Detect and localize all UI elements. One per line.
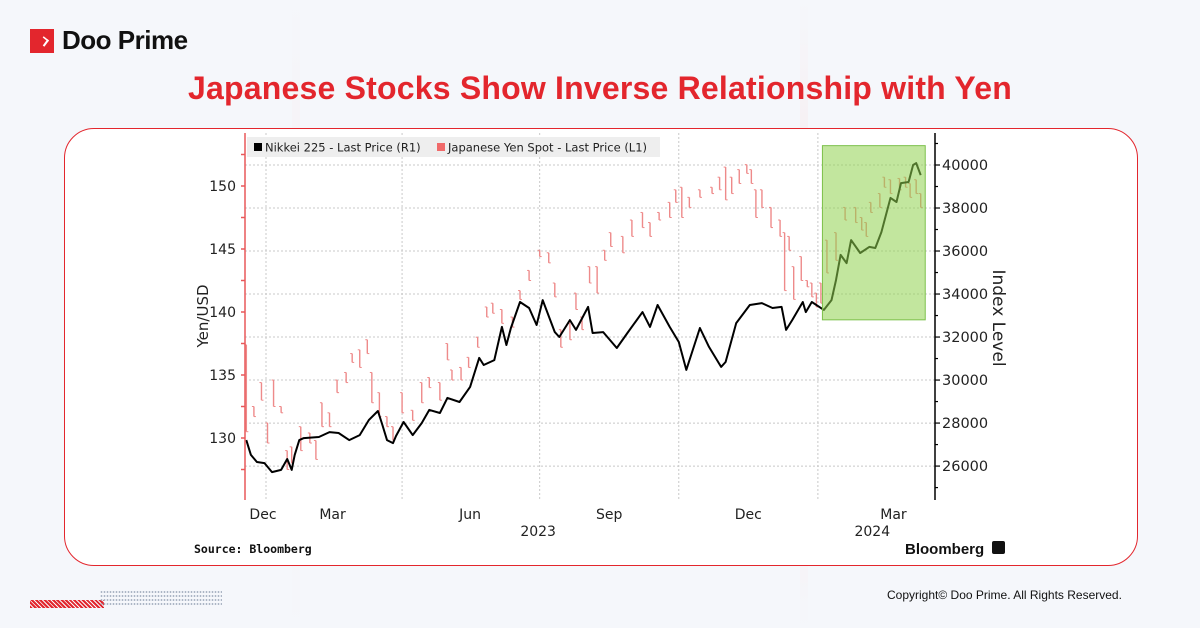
x-tick-label: Mar bbox=[880, 507, 907, 523]
x-tick-label: Mar bbox=[319, 507, 346, 523]
axes: 130 135 140 145 150 26000 28000 30000 32000 34000… bbox=[209, 133, 988, 540]
decorative-dots bbox=[100, 590, 222, 606]
y-left-tick-label: 135 bbox=[209, 368, 236, 384]
brand-logo: Doo Prime bbox=[30, 25, 188, 56]
legend-label-yen: Japanese Yen Spot - Last Price (L1) bbox=[447, 141, 647, 155]
bloomberg-watermark: Bloomberg bbox=[905, 541, 1005, 558]
legend-background bbox=[247, 137, 660, 157]
y-left-tick-label: 150 bbox=[209, 179, 236, 195]
x-tick-label: Sep bbox=[596, 507, 623, 523]
x-tick-label: Jun bbox=[458, 507, 481, 523]
y-right-tick-label: 26000 bbox=[942, 459, 988, 475]
legend-swatch-yen bbox=[437, 143, 445, 151]
y-left-tick-label: 145 bbox=[209, 242, 236, 258]
y-left-tick-label: 140 bbox=[209, 305, 236, 321]
y-right-tick-label: 38000 bbox=[942, 201, 988, 217]
y-right-tick-label: 36000 bbox=[942, 244, 988, 260]
y-right-tick-label: 32000 bbox=[942, 330, 988, 346]
legend-swatch-nikkei bbox=[254, 143, 262, 151]
x-tick-label: Dec bbox=[735, 507, 762, 523]
highlight-box bbox=[821, 145, 926, 321]
copyright-notice: Copyright© Doo Prime. All Rights Reserve… bbox=[887, 588, 1122, 602]
highlight-region bbox=[821, 145, 926, 321]
legend-label-nikkei: Nikkei 225 - Last Price (R1) bbox=[265, 141, 421, 155]
chart-card bbox=[64, 128, 1138, 566]
y-right-axis-label: Index Level bbox=[988, 269, 1008, 366]
nikkei-line bbox=[245, 162, 922, 474]
x-year-label: 2023 bbox=[520, 524, 556, 540]
nikkei-series bbox=[245, 162, 922, 474]
source-note: Source: Bloomberg bbox=[194, 542, 312, 556]
bloomberg-wordmark: Bloomberg bbox=[905, 541, 984, 558]
brand-name: Doo Prime bbox=[62, 25, 188, 55]
decorative-stripe bbox=[30, 600, 104, 608]
y-right-tick-label: 40000 bbox=[942, 158, 988, 174]
y-left-tick-label: 130 bbox=[209, 431, 236, 447]
y-right-tick-label: 28000 bbox=[942, 416, 988, 432]
legend: Nikkei 225 - Last Price (R1) Japanese Ye… bbox=[247, 137, 660, 157]
bloomberg-terminal-icon bbox=[992, 541, 1005, 554]
x-tick-label: Dec bbox=[249, 507, 276, 523]
x-year-label: 2024 bbox=[854, 524, 890, 540]
y-right-tick-label: 34000 bbox=[942, 287, 988, 303]
page-title: Japanese Stocks Show Inverse Relationshi… bbox=[188, 70, 1012, 106]
y-left-axis-label: Yen/USD bbox=[194, 284, 212, 348]
doo-prime-logo-icon bbox=[30, 28, 54, 53]
y-right-tick-label: 30000 bbox=[942, 373, 988, 389]
gridlines bbox=[245, 133, 935, 500]
